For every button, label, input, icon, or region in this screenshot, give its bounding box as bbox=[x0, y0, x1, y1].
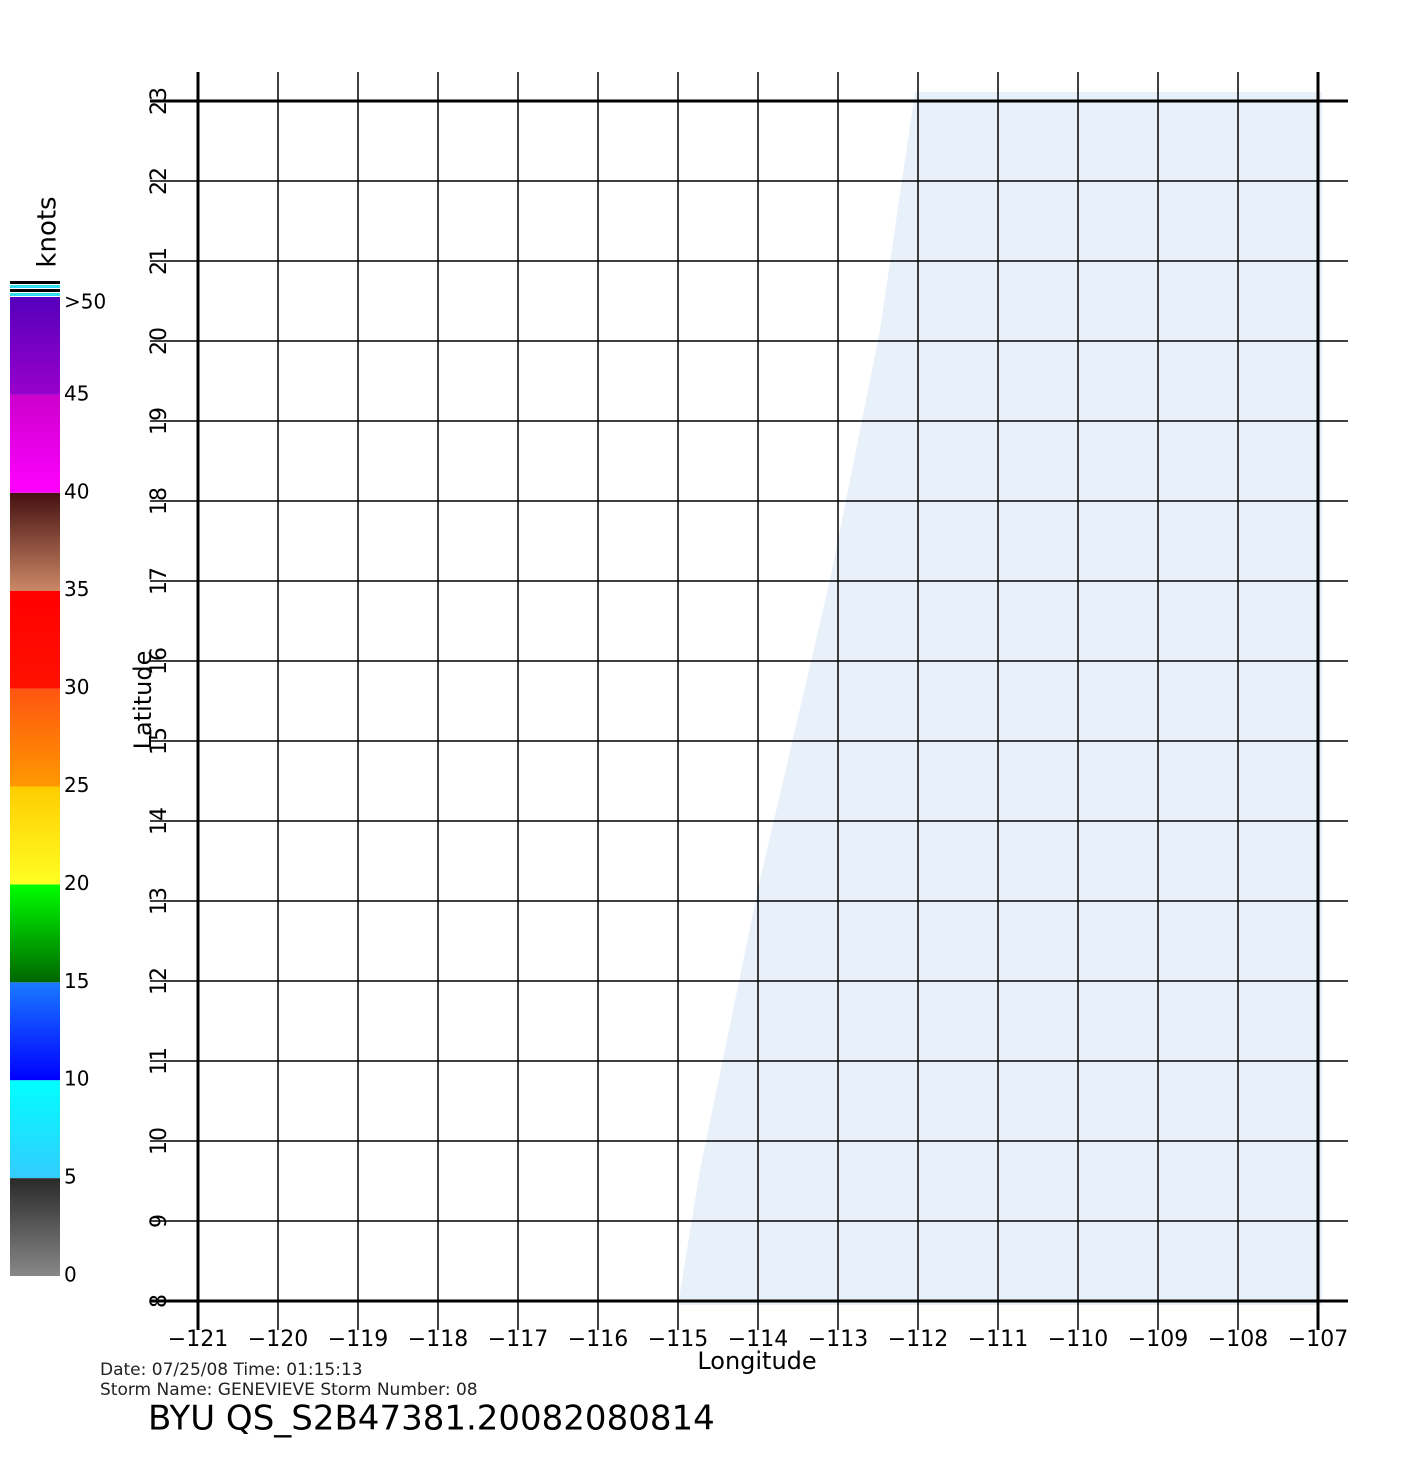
footer-date: Date: 07/25/08 Time: 01:15:13 bbox=[100, 1360, 363, 1380]
x-tick-label: −107 bbox=[1288, 1327, 1348, 1352]
colorbar-tick-label: 25 bbox=[64, 773, 89, 797]
colorbar-segment bbox=[10, 492, 60, 591]
colorbar-cap bbox=[10, 285, 60, 288]
colorbar-segment bbox=[10, 590, 60, 689]
colorbar-tick-label: 15 bbox=[64, 969, 89, 993]
y-tick-label: 19 bbox=[147, 407, 172, 435]
y-tick-label: 23 bbox=[147, 87, 172, 115]
colorbar-tick-label: 30 bbox=[64, 675, 89, 699]
x-tick-label: −113 bbox=[808, 1327, 868, 1352]
y-tick-label: 15 bbox=[147, 727, 172, 755]
x-tick-label: −108 bbox=[1208, 1327, 1268, 1352]
colorbar-label: knots bbox=[33, 196, 63, 267]
colorbar-segment bbox=[10, 1080, 60, 1179]
y-tick-label: 17 bbox=[147, 567, 172, 595]
y-tick-label: 8 bbox=[147, 1294, 172, 1308]
y-tick-label: 12 bbox=[147, 967, 172, 995]
x-tick-label: −120 bbox=[248, 1327, 308, 1352]
x-tick-label: −116 bbox=[568, 1327, 628, 1352]
colorbar-tick-label: 35 bbox=[64, 577, 89, 601]
colorbar-tick-label: >50 bbox=[64, 290, 106, 314]
colorbar-cap bbox=[10, 293, 60, 296]
colorbar-tick-label: 5 bbox=[64, 1165, 77, 1189]
x-tick-label: −111 bbox=[968, 1327, 1028, 1352]
y-tick-label: 16 bbox=[147, 647, 172, 675]
x-tick-label: −119 bbox=[328, 1327, 388, 1352]
y-tick-label: 13 bbox=[147, 887, 172, 915]
colorbar-tick-label: 20 bbox=[64, 871, 89, 895]
colorbar-segment bbox=[10, 297, 60, 395]
x-tick-label: −109 bbox=[1128, 1327, 1188, 1352]
x-tick-label: −115 bbox=[648, 1327, 708, 1352]
x-tick-label: −117 bbox=[488, 1327, 548, 1352]
colorbar-segment bbox=[10, 884, 60, 983]
colorbar-tick-label: 0 bbox=[64, 1263, 77, 1287]
colorbar-tick-label: 10 bbox=[64, 1067, 89, 1091]
y-tick-label: 14 bbox=[147, 807, 172, 835]
colorbar-segment bbox=[10, 982, 60, 1081]
colorbar-cap bbox=[10, 289, 60, 292]
colorbar-segment bbox=[10, 688, 60, 787]
colorbar-cap bbox=[10, 281, 60, 284]
x-tick-label: −121 bbox=[168, 1327, 228, 1352]
x-tick-label: −114 bbox=[728, 1327, 788, 1352]
x-tick-label: −110 bbox=[1048, 1327, 1108, 1352]
y-tick-label: 18 bbox=[147, 487, 172, 515]
y-tick-label: 10 bbox=[147, 1127, 172, 1155]
swath bbox=[678, 92, 1322, 1305]
y-tick-label: 11 bbox=[147, 1047, 172, 1075]
y-tick-label: 9 bbox=[147, 1214, 172, 1228]
colorbar-segment bbox=[10, 786, 60, 885]
footer-storm: Storm Name: GENEVIEVE Storm Number: 08 bbox=[100, 1380, 478, 1400]
footer-id: BYU QS_S2B47381.20082080814 bbox=[148, 1399, 715, 1439]
y-tick-label: 22 bbox=[147, 167, 172, 195]
colorbar-tick-label: 45 bbox=[64, 381, 89, 405]
x-tick-label: −112 bbox=[888, 1327, 948, 1352]
x-tick-label: −118 bbox=[408, 1327, 468, 1352]
colorbar-segment bbox=[10, 394, 60, 493]
colorbar-segment bbox=[10, 1178, 60, 1276]
y-tick-label: 21 bbox=[147, 247, 172, 275]
x-axis-label: Longitude bbox=[697, 1347, 816, 1375]
y-tick-label: 20 bbox=[147, 327, 172, 355]
y-axis-label: Latitude bbox=[129, 651, 157, 750]
colorbar-tick-label: 40 bbox=[64, 479, 89, 503]
